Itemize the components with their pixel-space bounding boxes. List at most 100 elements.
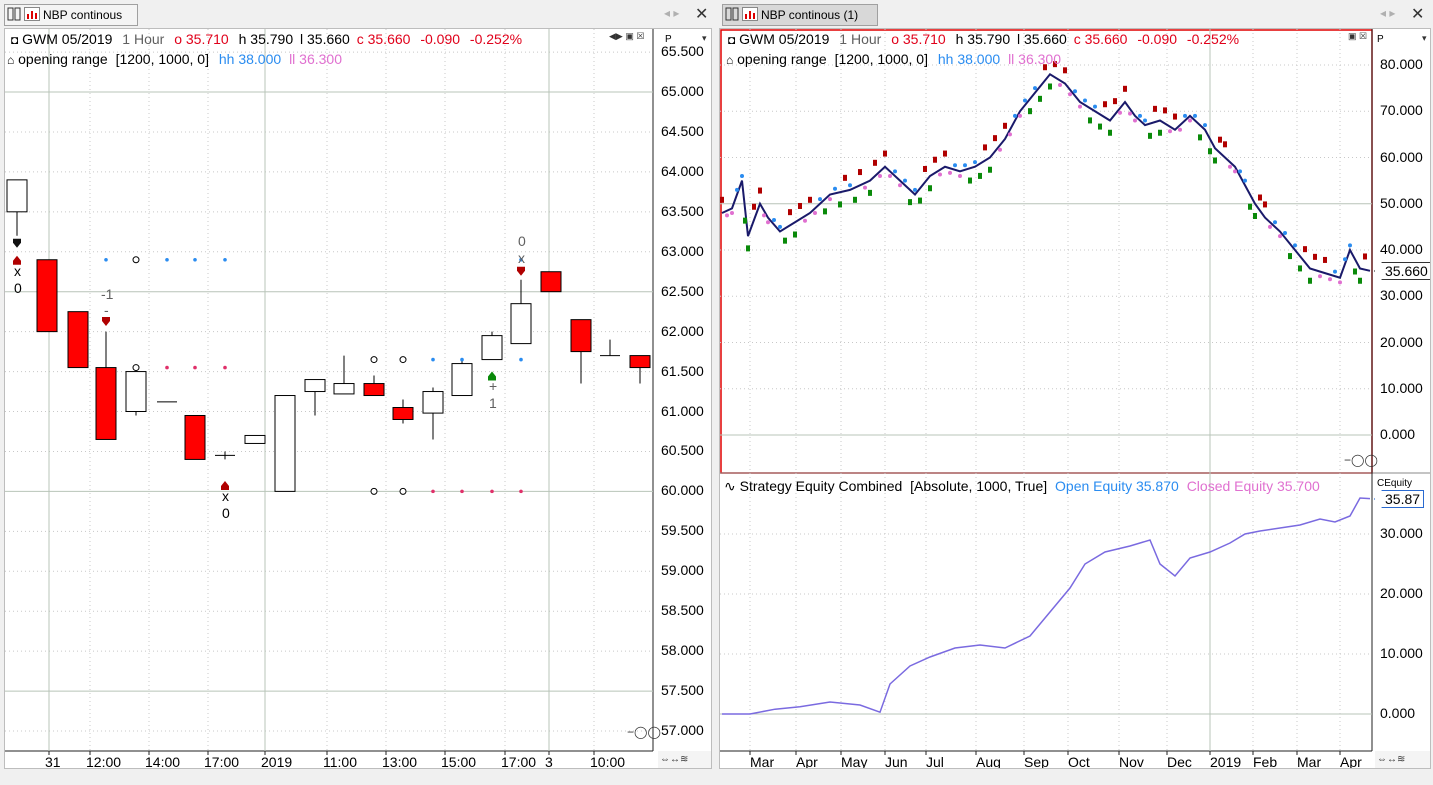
candle-body [540,271,562,293]
equity-y-tick-label: 0.000 [1380,705,1416,721]
x-tick-label: Apr [796,754,818,769]
right-header-icon: ◘ [728,33,736,47]
ll-dot [1068,92,1072,97]
hh-dot [1183,113,1187,118]
x-tick-label: Jul [926,754,944,769]
buy-marker [1198,134,1202,141]
y-tick-label: 57.000 [661,722,704,738]
x-tick-label: 2019 [1210,754,1242,769]
ll-dot [888,174,892,178]
hh-dot [460,357,464,362]
right-price-chart[interactable] [720,29,1431,769]
equity-params: [Absolute, 1000, True] [910,478,1048,494]
equity-y-tick-label: 10.000 [1380,645,1423,661]
x-tick-label: 13:00 [382,754,418,769]
candle-body [510,303,532,345]
buy-marker [968,177,972,184]
sell-marker [1313,253,1317,260]
window-toggle-icon[interactable] [7,7,21,24]
right-pane-controls-icon[interactable]: ▣ ☒ [1348,31,1368,41]
hh-dot [519,257,523,262]
left-chart-pane[interactable]: ◘ GWM 05/2019 1 Hour o 35.710 h 35.790 l… [4,28,712,769]
y-tick-label: 0.000 [1380,426,1416,442]
trade-mark-count: -1 [101,286,114,302]
sell-marker [923,165,927,172]
left-axis-dropdown-icon[interactable]: ▾ [702,33,707,43]
hh-dot [893,169,897,174]
left-close-icon[interactable]: ✕ [695,6,709,23]
sell-marker [1303,246,1307,253]
last-price-value: 35.660 [1385,263,1428,279]
x-tick-label: 10:00 [590,754,626,769]
left-nav-arrows-icon[interactable]: ◂ ▸ [664,6,680,20]
scroll-arrows-icon[interactable]: ⇔↔≋ [660,754,689,765]
right-axis-scroll-controls[interactable]: ⇔↔≋ [1375,751,1430,768]
low-value: l 35.660 [1017,31,1067,47]
x-tick-label: 3 [545,754,553,769]
hh-dot [223,257,227,262]
open-value: o 35.710 [174,31,229,47]
right-nav-arrows-icon[interactable]: ◂ ▸ [1380,6,1396,20]
sell-marker [1163,107,1167,114]
candle-body [36,259,58,333]
indicator-icon: ⌂ [726,53,734,67]
ll-dot [1233,169,1237,174]
left-chart-tab[interactable]: NBP continous [4,4,138,26]
indicator-hh: hh 38.000 [218,51,282,67]
candle-body [6,179,28,213]
x-tick-label: Nov [1119,754,1144,769]
ll-dot [730,211,734,215]
trade-mark-count: 0 [518,233,526,249]
left-header: ◘ GWM 05/2019 1 Hour o 35.710 h 35.790 l… [11,31,522,47]
buy-marker [1248,203,1252,210]
hh-dot [1013,113,1017,118]
buy-marker [978,172,982,179]
hh-dot [735,187,739,192]
high-value: h 35.790 [238,31,294,47]
high-value: h 35.790 [955,31,1011,47]
equity-icon: ∿ [724,478,736,494]
left-zoom-handle-icon[interactable]: −◯◯ [627,725,661,739]
right-axis-dropdown-icon[interactable]: ▾ [1422,33,1427,43]
right-chart-tab[interactable]: NBP continous (1) [722,4,878,26]
ll-dot [828,197,832,202]
buy-marker [783,237,787,244]
x-tick-label: 17:00 [204,754,240,769]
right-chart-pane[interactable]: ◘ GWM 05/2019 1 Hour o 35.710 h 35.790 l… [719,28,1431,769]
hh-dot [104,257,108,262]
equity-name: Strategy Equity Combined [739,478,903,494]
hh-dot [1033,86,1037,91]
y-tick-label: 62.500 [661,282,704,299]
window-toggle-icon[interactable] [725,7,739,24]
or-marker [370,356,378,364]
sell-marker [873,159,877,166]
buy-marker [838,201,842,208]
x-tick-label: Dec [1167,754,1192,769]
y-tick-label: 10.000 [1380,379,1423,396]
scroll-arrows-icon[interactable]: ⇔↔≋ [1377,754,1406,765]
ll-dot [1278,234,1282,239]
ll-dot [460,489,464,494]
x-tick-label: 11:00 [323,754,357,769]
trade-mark-x: x [518,250,525,266]
left-price-chart[interactable] [5,29,712,769]
sell-marker [1218,136,1222,143]
left-axis-scroll-controls[interactable]: ⇔↔≋ [658,751,711,768]
left-scroll-controls-icon[interactable]: ◀▶ ▣ ☒ [609,31,645,41]
ll-dot [725,213,729,218]
right-zoom-handle-icon[interactable]: −◯◯ [1344,453,1378,467]
buy-marker [746,245,750,252]
right-close-icon[interactable]: ✕ [1411,6,1425,23]
hh-dot [1083,98,1087,103]
trade-mark-plus: + [489,378,498,394]
candle-body [363,383,385,397]
buy-marker [1048,83,1052,90]
chart-icon [24,6,40,24]
sell-arrow [102,317,110,327]
equity-last-marker: 35.87 [1374,490,1425,508]
equity-axis-label: CEquity [1377,478,1413,489]
sell-marker [843,174,847,181]
hh-dot [953,163,957,168]
ll-dot [1118,110,1122,115]
ll-dot [1078,104,1082,109]
